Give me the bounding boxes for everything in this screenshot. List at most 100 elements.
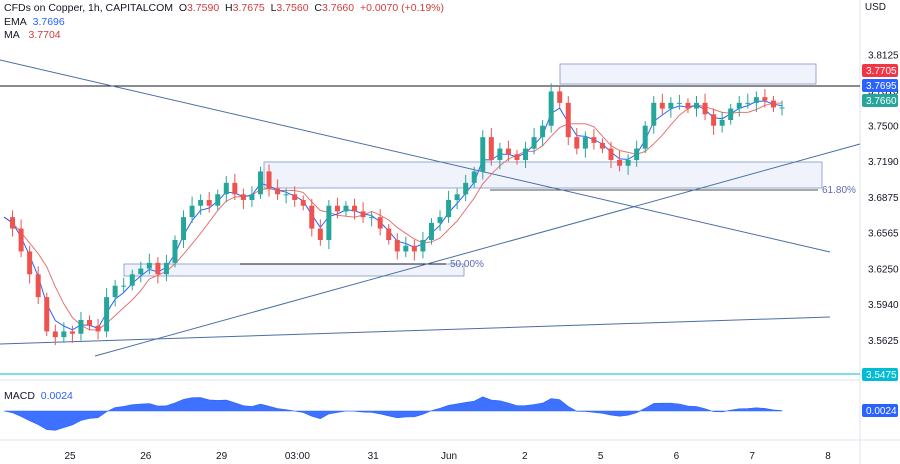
candle-body — [591, 137, 597, 143]
x-tick-label: 25 — [64, 451, 76, 462]
x-tick-label: 26 — [140, 451, 152, 462]
open-value: 3.7590 — [187, 2, 220, 14]
lower-trendline — [0, 316, 831, 345]
candle-body — [642, 125, 648, 149]
candle-body — [249, 194, 255, 200]
candle-body — [728, 108, 734, 120]
candle-body — [300, 200, 306, 206]
x-tick-label: 03:00 — [285, 451, 310, 462]
x-tick-label: 2 — [522, 451, 528, 462]
candle-body — [44, 297, 50, 332]
candle-body — [52, 331, 58, 338]
candle-body — [198, 200, 204, 206]
candle-body — [634, 148, 640, 160]
candle-body — [651, 102, 657, 126]
candle-body — [574, 137, 580, 149]
candle-body — [625, 160, 631, 166]
time-axis: 25 26 29 03:00 31 Jun 2 5 6 7 8 — [64, 451, 831, 462]
candle-body — [146, 262, 152, 269]
candle-body — [685, 102, 691, 109]
candle-body — [360, 211, 366, 218]
candle-body — [548, 91, 554, 126]
y-tick-label: 3.6250 — [868, 265, 899, 276]
y-tick-label: 3.6875 — [868, 193, 899, 204]
candle-body — [386, 228, 392, 240]
candle-body — [215, 194, 221, 206]
candle-body — [95, 325, 101, 332]
x-tick-label: Jun — [441, 451, 457, 462]
svg-text:3.7705: 3.7705 — [866, 66, 897, 77]
candle-body — [181, 217, 187, 240]
candle-body — [172, 240, 178, 263]
candle-body — [403, 245, 409, 252]
candle-body — [112, 285, 118, 298]
x-tick-label: 29 — [216, 451, 228, 462]
candle-body — [471, 171, 477, 183]
symbol-header: CFDs on Copper, 1h, CAPITALCOM O3.7590 H… — [4, 2, 445, 14]
candle-body — [104, 297, 110, 332]
ema-price-tag: 3.7695 — [862, 79, 898, 92]
x-tick-label: 5 — [598, 451, 604, 462]
candle-body — [352, 205, 358, 212]
candle-body — [565, 102, 571, 138]
candle-body — [437, 217, 443, 223]
candle-body — [78, 320, 84, 334]
macd-legend-value: 0.0024 — [40, 390, 73, 402]
high-value: 3.7675 — [232, 2, 265, 14]
y-tick-label: 3.6565 — [868, 229, 899, 240]
candle-body — [257, 171, 263, 195]
y-tick-label: 3.5625 — [868, 336, 899, 347]
svg-text:3.7660: 3.7660 — [866, 96, 897, 107]
candle-body — [608, 148, 614, 160]
candle-body — [694, 102, 700, 109]
ma-legend: MA 3.7704 — [4, 29, 61, 41]
candle-body — [369, 217, 375, 219]
ascending-trendline — [94, 143, 861, 357]
ema-line — [3, 100, 783, 331]
candle-body — [557, 91, 563, 103]
candle-body — [377, 217, 383, 229]
ma-price-tag: 3.7705 — [862, 64, 898, 77]
symbol-title: CFDs on Copper, 1h, CAPITALCOM — [4, 2, 174, 14]
svg-text:3.7695: 3.7695 — [866, 81, 897, 92]
fib-618-label: 61.80% — [822, 185, 856, 196]
candle-body — [745, 102, 751, 104]
last-price-tag: 3.7660 — [862, 94, 898, 107]
x-tick-label: 7 — [749, 451, 755, 462]
candle-body — [779, 107, 785, 109]
candle-body — [463, 182, 469, 195]
candle-body — [18, 228, 24, 252]
candle-body — [659, 102, 665, 109]
candle-body — [514, 154, 520, 160]
candle-body — [283, 194, 289, 196]
candle-body — [770, 100, 776, 108]
currency-label: USD — [864, 2, 886, 13]
candle-body — [343, 205, 349, 212]
candle-body — [719, 120, 725, 126]
candle-body — [232, 182, 238, 195]
candle-body — [163, 262, 169, 275]
candle-body — [454, 194, 460, 200]
x-tick-label: 8 — [825, 451, 831, 462]
fib-50-label: 50.00% — [450, 259, 484, 270]
candle-body — [292, 194, 298, 200]
candle-body — [189, 205, 195, 218]
candle-body — [266, 171, 272, 189]
descending-trendline — [0, 59, 831, 253]
candle-body — [428, 222, 434, 240]
candle-body — [69, 331, 75, 334]
candle-body — [121, 285, 127, 287]
candle-body — [497, 148, 503, 160]
candle-body — [446, 200, 452, 218]
candles — [10, 83, 785, 346]
candle-body — [35, 274, 41, 298]
x-tick-label: 31 — [368, 451, 380, 462]
candle-body — [668, 102, 674, 109]
macd-panel — [3, 396, 783, 431]
candle-body — [206, 200, 212, 206]
candle-body — [223, 182, 229, 195]
ma-value: 3.7704 — [28, 29, 61, 41]
svg-text:3.5475: 3.5475 — [866, 370, 897, 381]
candle-body — [129, 274, 135, 286]
macd-legend: MACD 0.0024 — [4, 390, 73, 402]
